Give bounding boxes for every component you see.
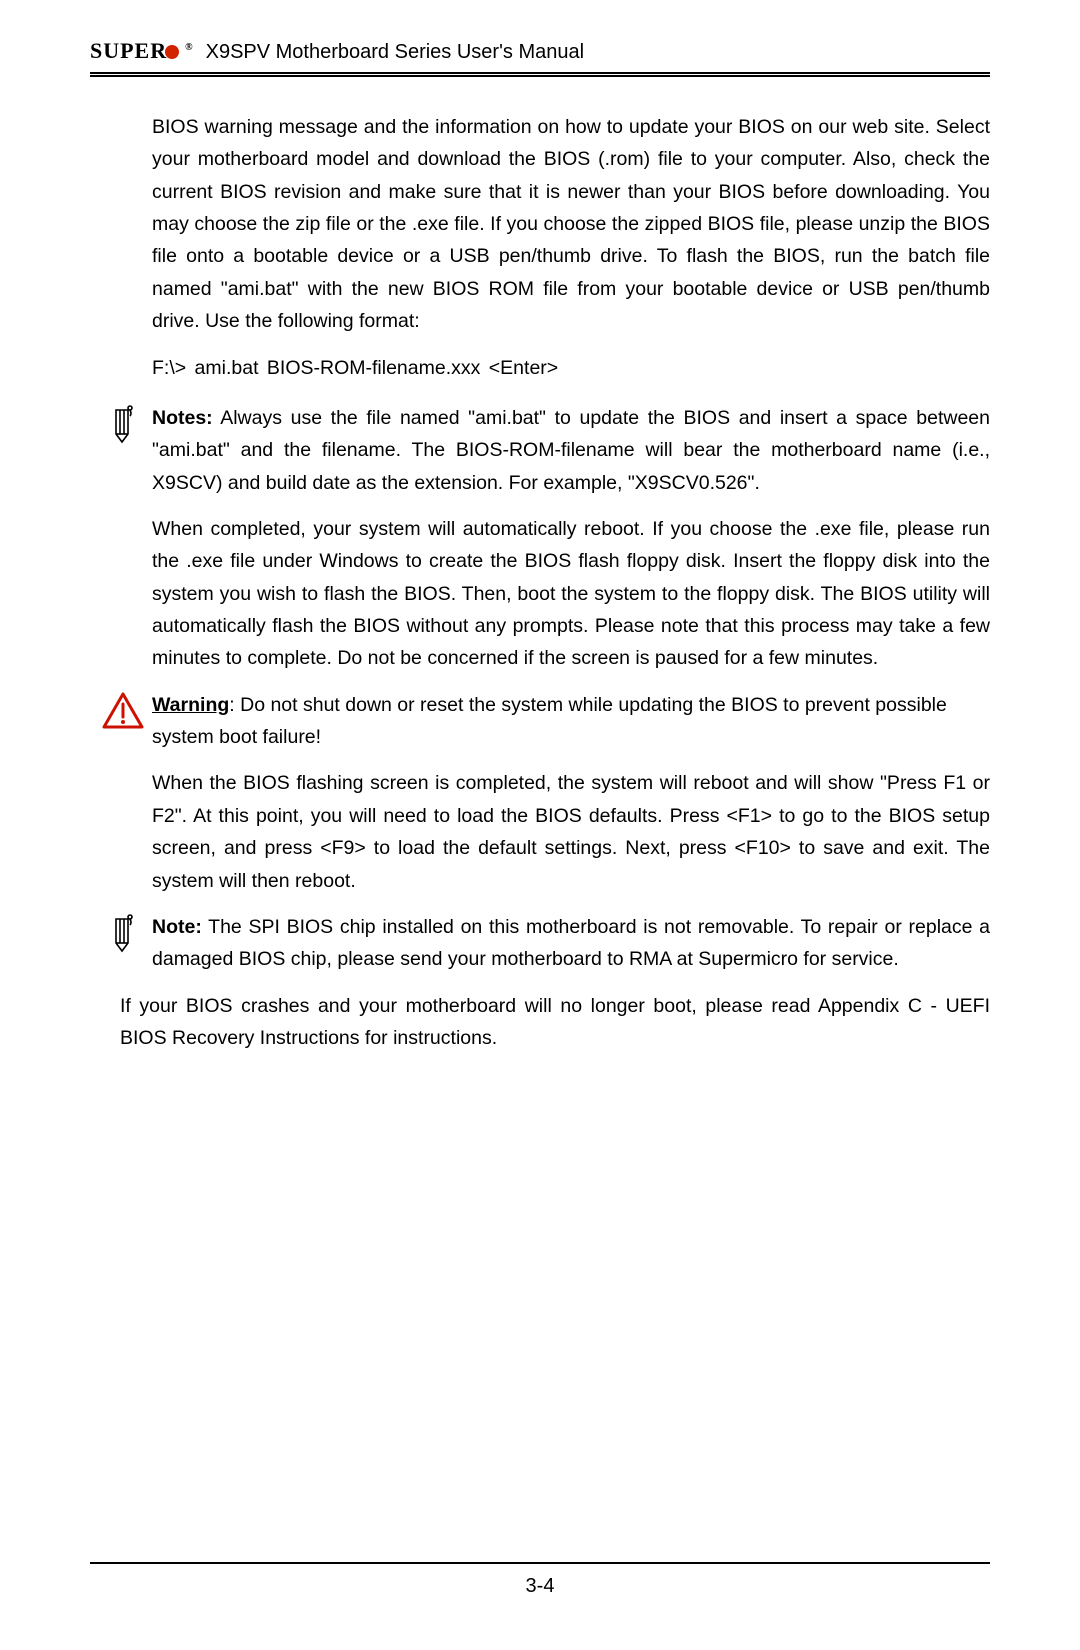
note2-text: Note: The SPI BIOS chip installed on thi… [152,911,990,976]
warning-triangle-icon [94,689,152,731]
warning-text: Warning: Do not shut down or reset the s… [152,689,990,754]
manual-title: X9SPV Motherboard Series User's Manual [206,41,584,64]
brand-registered: ® [185,42,193,53]
notes-body: Always use the file named "ami.bat" to u… [152,407,990,494]
notes-block: Notes: Always use the file named "ami.ba… [152,402,990,499]
brand-logo: SUPER ® [90,38,200,64]
page-number: 3-4 [0,1575,1080,1598]
warning-block: Warning: Do not shut down or reset the s… [152,689,990,754]
brand-dot-icon [165,45,179,59]
paragraph-completion: When completed, your system will automat… [152,513,990,675]
notes-label: Notes: [152,407,213,429]
note2-body: The SPI BIOS chip installed on this moth… [152,916,990,970]
note2-block: Note: The SPI BIOS chip installed on thi… [152,911,990,976]
notes-text: Notes: Always use the file named "ami.ba… [152,402,990,499]
paragraph-intro: BIOS warning message and the information… [152,111,990,338]
brand-text: SUPER [90,38,167,63]
pencil-icon [94,911,152,953]
paragraph-appendix: If your BIOS crashes and your motherboar… [120,990,990,1055]
page-content: BIOS warning message and the information… [90,111,990,1054]
warning-label: Warning [152,694,229,716]
paragraph-post-flash: When the BIOS flashing screen is complet… [152,767,990,896]
pencil-icon [94,402,152,444]
page-header: SUPER ® X9SPV Motherboard Series User's M… [90,38,990,77]
footer-rule [90,1562,990,1564]
command-line: F:\> ami.bat BIOS-ROM-filename.xxx <Ente… [152,352,990,384]
warning-body: : Do not shut down or reset the system w… [152,694,947,748]
manual-page: SUPER ® X9SPV Motherboard Series User's M… [0,0,1080,1650]
note2-label: Note: [152,916,202,938]
